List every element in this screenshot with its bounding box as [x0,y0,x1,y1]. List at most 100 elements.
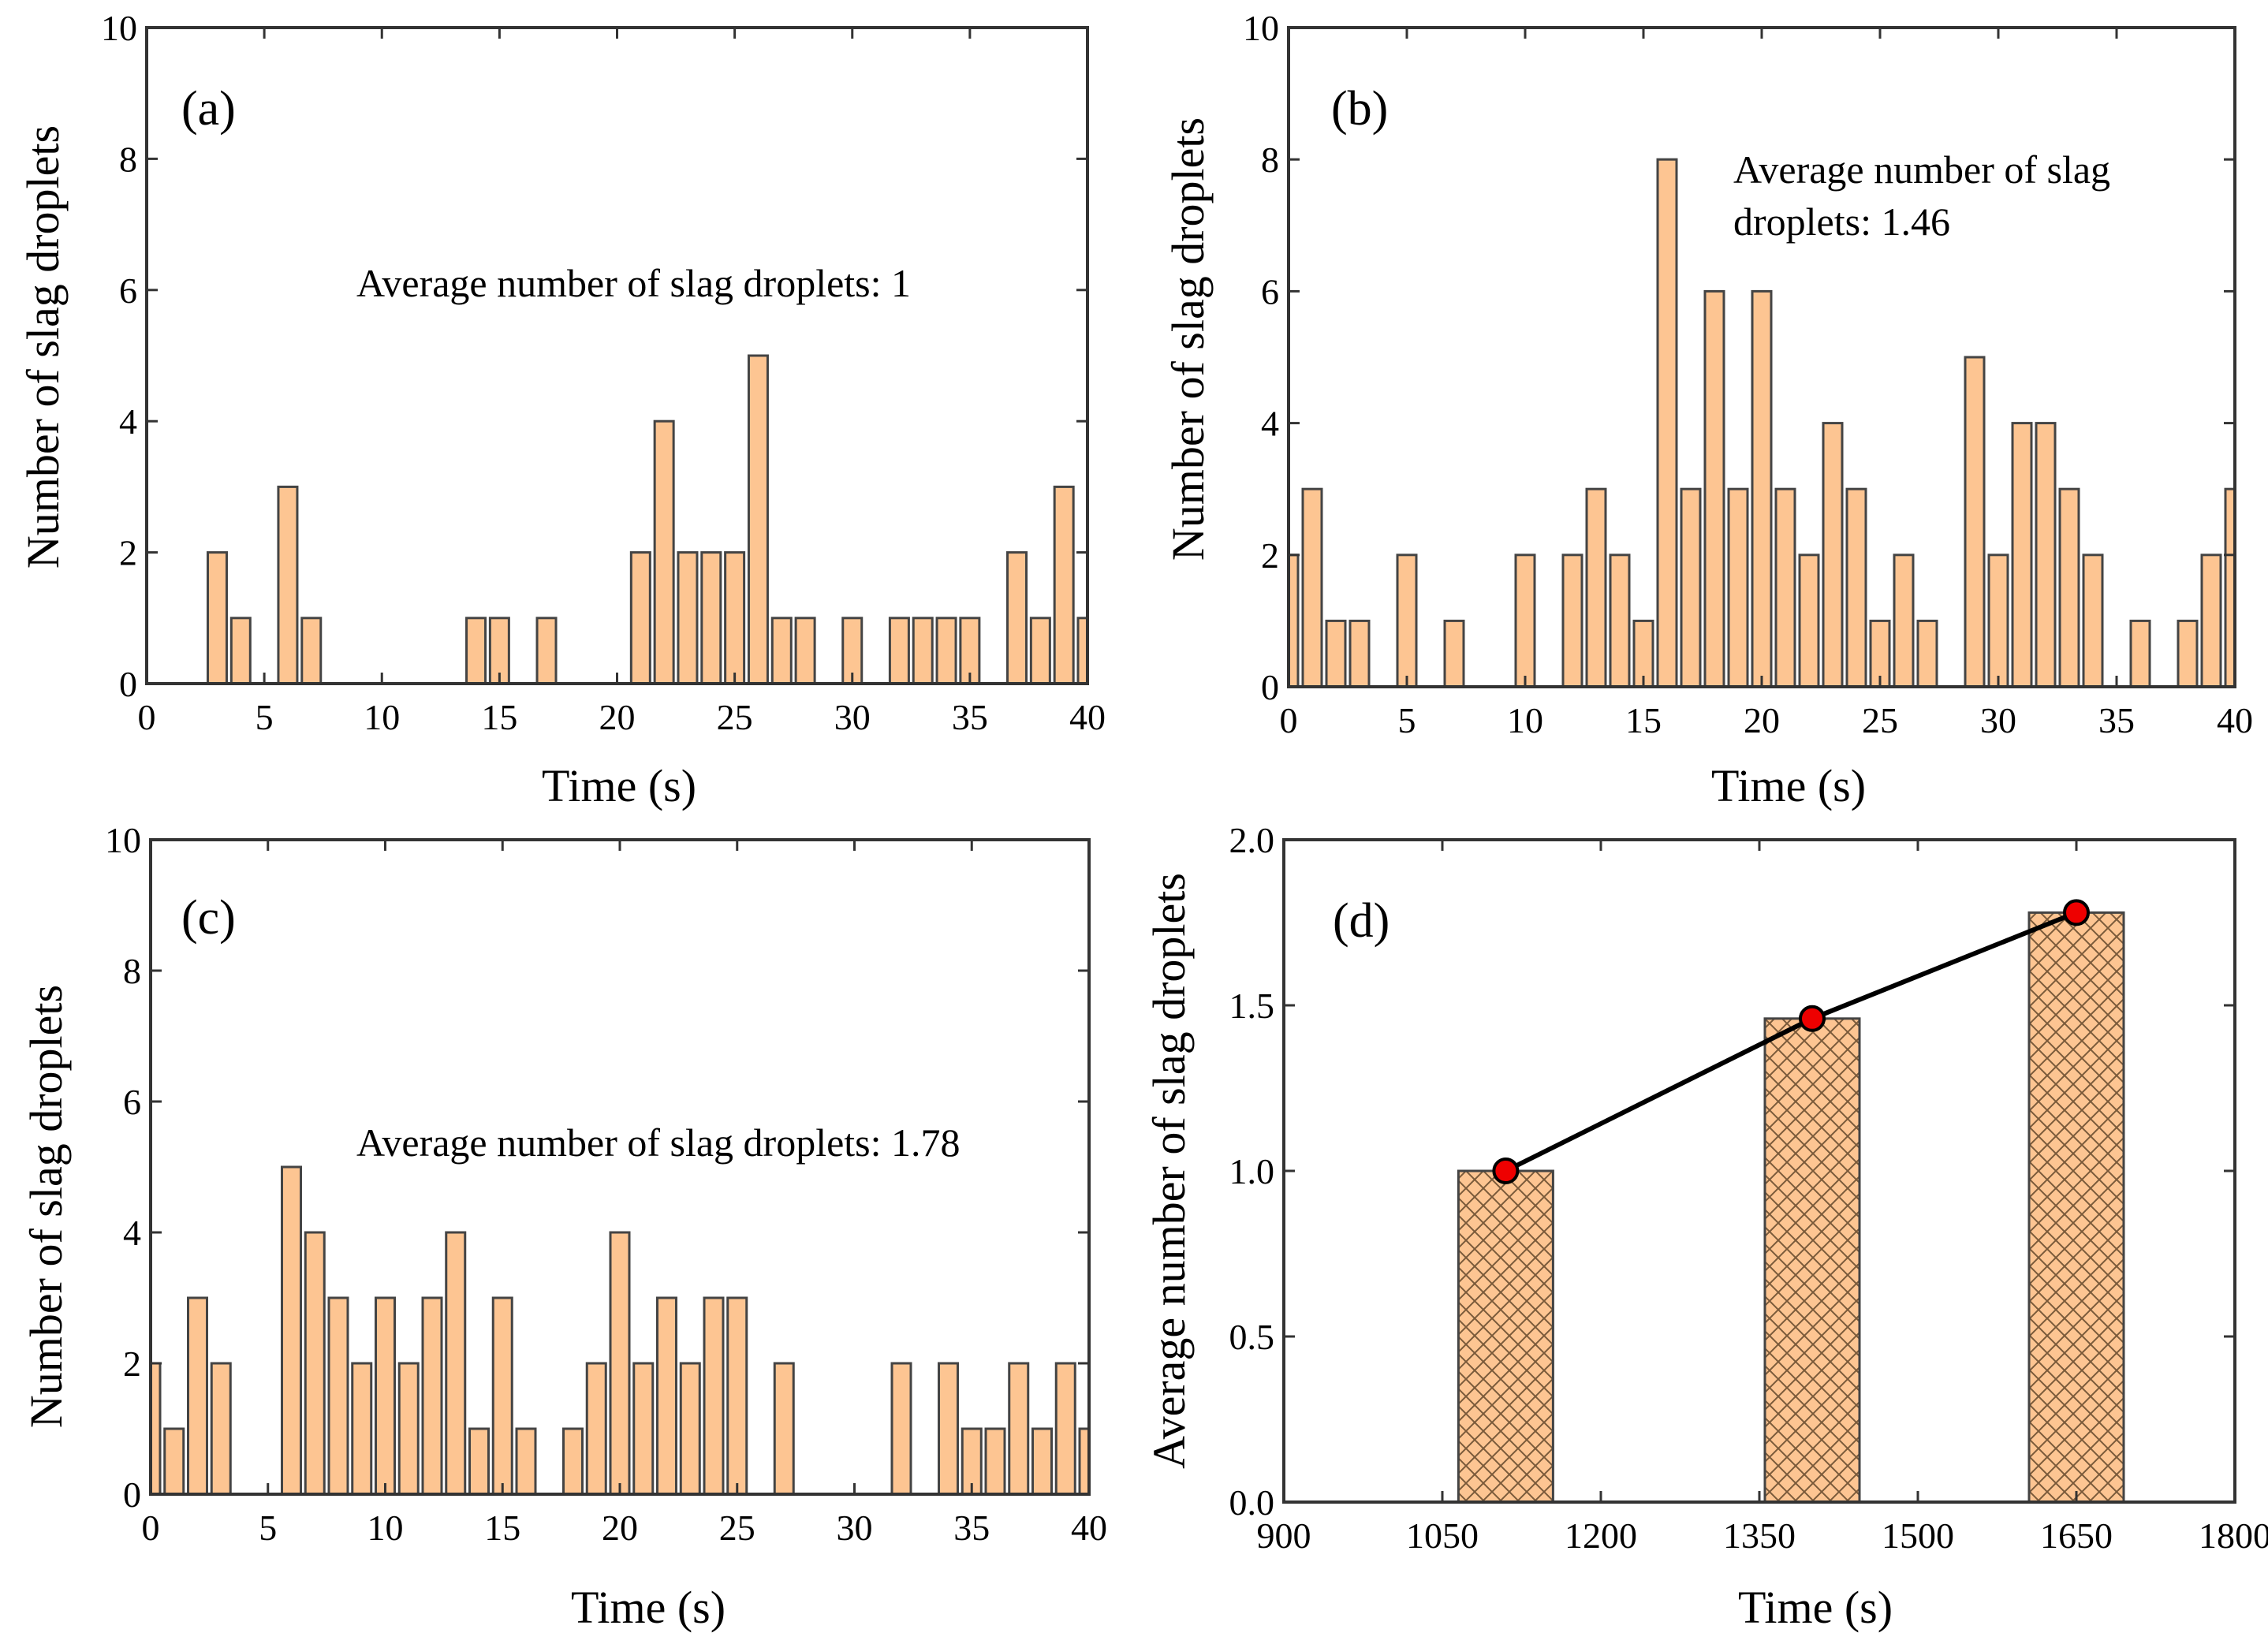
panel-c-y-axis-title: Number of slag droplets [21,985,72,1428]
panel-c-annotation: Average number of slag droplets: 1.78 [356,1120,961,1165]
panel-d-y-tick-label: 0.5 [1229,1317,1275,1357]
panel-c-bar [773,1362,795,1496]
panel-a-x-tick-label: 5 [256,697,274,737]
panel-d-x-tick-label: 1200 [1565,1515,1637,1556]
panel-d-x-tick-label: 1050 [1406,1515,1479,1556]
panel-b-bar [2011,422,2033,688]
panel-c-y-tick-label: 6 [123,1082,141,1122]
panel-d-y-tick-label: 2.0 [1229,820,1275,860]
panel-b-label: (b) [1331,82,1388,136]
panel-b-x-tick-label: 35 [2098,700,2135,740]
panel-b-ticks: 0 5 10 15 20 25 30 35 40 0 2 4 6 8 10 [1243,8,2253,740]
panel-b-y-tick-label: 8 [1261,140,1279,180]
panel-a-bar [677,551,699,685]
panel-b-bar [1845,487,1867,688]
panel-b-bar [1774,487,1796,688]
panel-a-x-tick-label: 25 [717,697,753,737]
panel-c-ticks: 0 5 10 15 20 25 30 35 40 0 2 4 6 8 10 [105,820,1107,1548]
panel-a-x-tick-label: 0 [138,697,156,737]
panel-b-bar [1348,619,1371,688]
panel-c-bar [1031,1427,1053,1496]
panel-b-annotation-line-1: Average number of slag [1733,147,2110,192]
panel-a-bar [747,354,769,685]
panel-b-bar [1609,554,1631,688]
panel-a-y-tick-label: 2 [119,533,137,573]
panel-b-y-axis-title: Number of slag droplets [1162,117,1214,561]
panel-a-y-tick-label: 0 [119,664,137,704]
panel-b-bar [2129,619,2151,688]
panel-c-y-tick-label: 4 [123,1213,141,1253]
panel-b-annotation-line-2: droplets: 1.46 [1733,199,1950,244]
panel-a-x-tick-label: 40 [1069,697,1106,737]
panel-a-bar [277,485,299,685]
panel-b-bar [1987,554,2009,688]
panel-a-y-tick-label: 10 [101,8,137,48]
panel-a-bar [912,617,934,685]
panel-b-bar [2200,554,2222,688]
panel-c-y-tick-label: 8 [123,951,141,991]
panel-d-x-tick-label: 1500 [1882,1515,1954,1556]
panel-b-bar [1703,289,1725,688]
panel-d-marker [1492,1158,1520,1184]
panel-a-bars [206,354,1089,685]
panel-d-bar [1457,1169,1554,1504]
panel-a-bar [1006,551,1028,685]
panel-b-bar [1751,289,1773,688]
panel-b-y-tick-label: 4 [1261,404,1279,444]
panel-c-bar [210,1362,232,1496]
panel-a-x-tick-label: 15 [481,697,517,737]
panel-b-x-axis-title: Time (s) [1711,760,1866,811]
panel-d-x-tick-label: 900 [1257,1515,1311,1556]
panel-a-bar [1053,485,1075,685]
panel-d-y-axis-title: Average number of slag droplets [1143,873,1195,1469]
panel-a-bar [629,551,651,685]
panel-d-label: (d) [1333,894,1390,948]
panel-b-bar [1514,554,1536,688]
panel-a-y-tick-label: 4 [119,401,137,442]
panel-d-bars [1457,911,2125,1504]
panel-a-y-tick-label: 6 [119,270,137,311]
panel-c-label: (c) [181,891,236,945]
panel-b-bar [1798,554,1820,688]
panel-c-bar [656,1296,677,1496]
panel-a-x-tick-label: 10 [364,697,400,737]
panel-d-marker [1799,1005,1826,1032]
panel-d-bar [2027,911,2125,1504]
panel-b-bar [1301,487,1323,688]
panel-b-x-tick-label: 40 [2217,700,2253,740]
panel-c-bar [397,1362,420,1496]
panel-a-annotation: Average number of slag droplets: 1 [356,261,911,305]
panel-b-bar [1964,356,1986,688]
panel-a-bar [300,617,323,685]
panel-c-bar [938,1362,959,1496]
panel-d-y-tick-label: 1.0 [1229,1151,1275,1191]
panel-b-bar [1585,487,1607,688]
panel-a-bar [206,551,228,685]
panel-c-bar [632,1362,655,1496]
panel-b-x-tick-label: 15 [1625,700,1662,740]
panel-a-x-tick-label: 30 [834,697,871,737]
panel-c-bar [890,1362,912,1496]
panel-b-bar [1561,554,1583,688]
panel-c-bar [375,1296,396,1496]
panel-c-bar [679,1362,701,1496]
panel-b: 0 5 10 15 20 25 30 35 40 0 2 4 6 8 10 (b) Average numb… [1162,8,2253,811]
panel-a-bar [770,617,793,685]
panel-b-bar [2035,422,2057,688]
panel-b-x-tick-label: 20 [1744,700,1780,740]
panel-d-y-tick-label: 1.5 [1229,986,1275,1026]
panel-a-bar [700,551,722,685]
panel-b-y-tick-label: 6 [1261,271,1279,311]
panel-a-y-tick-label: 8 [119,139,137,179]
panel-c-x-tick-label: 40 [1071,1508,1107,1548]
panel-a-label: (a) [181,82,236,136]
panel-b-bar [2177,619,2199,688]
panel-c-y-tick-label: 10 [105,820,141,860]
panel-a-bar [535,617,558,685]
panel-b-bar [1916,619,1938,688]
panel-c-bar [984,1427,1006,1496]
panel-c-x-tick-label: 0 [142,1508,160,1548]
panel-b-bar [1893,554,1915,688]
panel-d-y-tick-label: 0.0 [1229,1482,1275,1523]
panel-a-x-tick-label: 35 [952,697,988,737]
